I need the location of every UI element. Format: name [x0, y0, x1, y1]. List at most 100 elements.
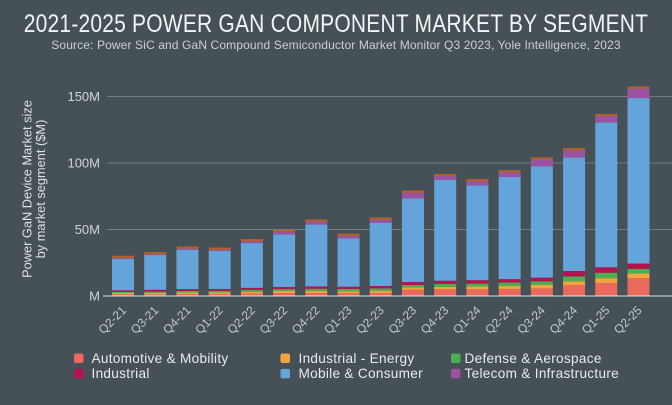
- bar-segment: [627, 269, 650, 274]
- bar-segment: [144, 294, 167, 296]
- bar-Q2-24: [498, 170, 521, 296]
- x-tick-Q4-24: Q4-24: [547, 303, 581, 337]
- bar-segment: [369, 288, 392, 291]
- bar-segment: [401, 198, 424, 283]
- bar-Q2-21: [112, 255, 134, 296]
- bar-segment: [563, 276, 586, 282]
- bar-segment: [530, 166, 553, 278]
- x-tick-Q2-22: Q2-22: [225, 303, 259, 337]
- legend-swatch-Defense & Aerospace: [451, 353, 461, 364]
- x-tick-Q1-25: Q1-25: [579, 303, 613, 337]
- legend-swatch-Telecom & Infrastructure: [451, 368, 461, 379]
- bar-segment: [530, 281, 553, 285]
- bar-top-cap: [595, 113, 618, 116]
- bar-segment: [595, 272, 618, 279]
- bar-top-cap: [176, 246, 199, 249]
- bar-segment: [627, 278, 650, 296]
- bar-segment: [466, 283, 489, 287]
- y-axis-label-line2: by market segment ($M): [33, 120, 48, 259]
- legend-swatch-Industrial - Energy: [280, 353, 290, 364]
- bar-segment: [176, 289, 199, 291]
- bar-segment: [627, 263, 650, 270]
- bar-segment: [337, 286, 360, 289]
- bar-segment: [595, 282, 618, 296]
- bar-segment: [176, 294, 199, 296]
- bar-Q1-25: [595, 113, 618, 296]
- bar-segment: [401, 289, 424, 296]
- bar-top-cap: [563, 148, 586, 151]
- bar-segment: [369, 222, 392, 287]
- bar-Q4-23: [434, 174, 457, 296]
- y-tick-150M: 150M: [67, 89, 100, 104]
- bar-segment: [434, 289, 457, 296]
- bar-segment: [466, 185, 489, 281]
- bar-segment: [305, 219, 328, 225]
- bar-segment: [337, 233, 360, 239]
- bar-segment: [305, 224, 328, 287]
- bar-segment: [112, 290, 134, 292]
- bar-segment: [563, 281, 586, 285]
- legend-label-Telecom & Infrastructure: Telecom & Infrastructure: [465, 366, 620, 381]
- x-tick-Q3-24: Q3-24: [514, 303, 548, 337]
- bar-top-cap: [466, 179, 489, 182]
- bar-segment: [176, 249, 199, 290]
- bar-segment: [627, 98, 650, 264]
- chart-title: 2021-2025 POWER GAN COMPONENT MARKET BY …: [23, 10, 649, 38]
- bar-top-cap: [240, 239, 263, 242]
- bar-segment: [176, 292, 199, 295]
- bar-segment: [498, 176, 521, 280]
- bar-segment: [273, 292, 296, 296]
- bar-segment: [627, 273, 650, 279]
- bar-segment: [144, 291, 167, 293]
- bar-segment: [498, 282, 521, 287]
- y-axis-label-line1: Power GaN Device Market size: [20, 100, 35, 278]
- bar-segment: [112, 291, 134, 293]
- y-tick-M: M: [89, 289, 100, 304]
- bar-segment: [627, 86, 650, 99]
- bar-segment: [176, 290, 199, 293]
- x-tick-Q1-24: Q1-24: [450, 303, 484, 337]
- x-tick-Q3-23: Q3-23: [386, 303, 420, 337]
- bar-segment: [466, 286, 489, 290]
- bar-Q1-23: [337, 233, 360, 296]
- bar-segment: [401, 287, 424, 290]
- x-tick-Q2-24: Q2-24: [482, 303, 516, 337]
- legend-label-Mobile & Consumer: Mobile & Consumer: [299, 366, 424, 381]
- bar-segment: [401, 282, 424, 285]
- bar-segment: [498, 279, 521, 283]
- bar-top-cap: [337, 233, 360, 236]
- bar-segment: [305, 286, 328, 289]
- x-tick-Q3-21: Q3-21: [128, 303, 162, 337]
- y-tick-50M: 50M: [75, 222, 100, 237]
- bar-segment: [273, 234, 296, 287]
- legend-label-Defense & Aerospace: Defense & Aerospace: [465, 351, 602, 366]
- bar-segment: [273, 290, 296, 293]
- bar-segment: [595, 267, 618, 273]
- bar-segment: [530, 284, 553, 289]
- bar-segment: [240, 289, 263, 292]
- bar-segment: [337, 238, 360, 287]
- legend-label-Industrial: Industrial: [92, 366, 150, 381]
- bar-segment: [530, 288, 553, 296]
- bar-Q1-22: [208, 247, 231, 296]
- bar-top-cap: [434, 174, 457, 177]
- bar-segment: [144, 255, 167, 290]
- bar-Q4-24: [563, 148, 586, 296]
- x-axis-line: [103, 295, 672, 297]
- bar-segment: [563, 157, 586, 271]
- bar-segment: [466, 280, 489, 284]
- bar-segment: [369, 292, 392, 296]
- bar-segment: [273, 286, 296, 290]
- x-tick-Q1-23: Q1-23: [321, 303, 355, 337]
- bar-segment: [563, 284, 586, 296]
- bar-segment: [563, 270, 586, 277]
- bar-segment: [595, 113, 618, 123]
- bar-segment: [208, 288, 231, 291]
- legend-swatch-Industrial: [74, 368, 84, 379]
- bar-segment: [305, 288, 328, 291]
- bar-segment: [369, 217, 392, 223]
- bar-top-cap: [530, 157, 553, 160]
- bar-Q2-22: [240, 239, 263, 296]
